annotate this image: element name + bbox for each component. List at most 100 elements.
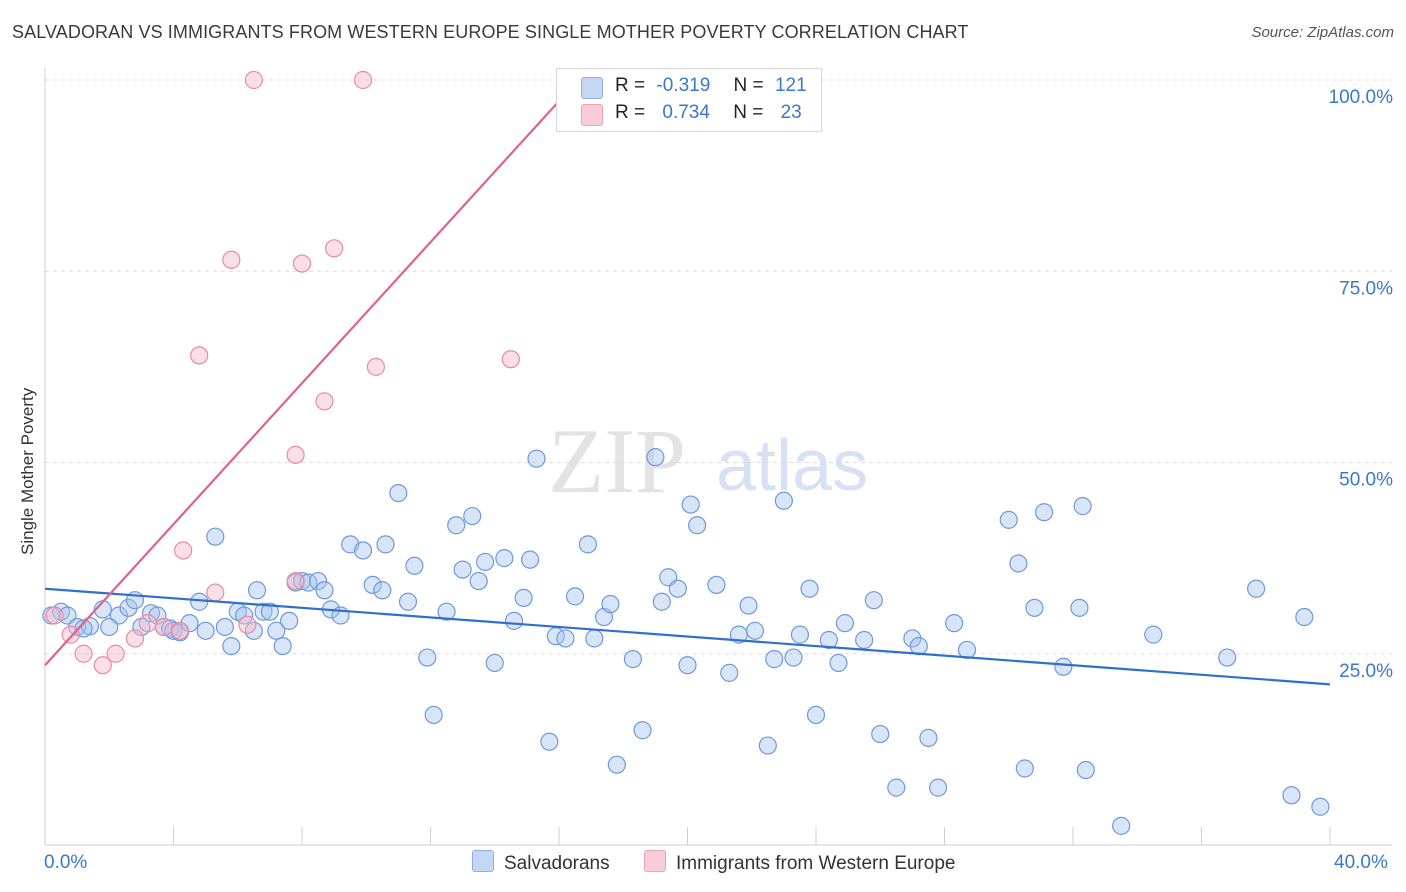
data-point-salvadorans <box>164 621 183 640</box>
watermark: ZIP atlas <box>548 410 868 512</box>
chart-title: SALVADORAN VS IMMIGRANTS FROM WESTERN EU… <box>12 22 969 42</box>
data-point-immigrants <box>222 250 241 269</box>
data-point-salvadorans <box>215 617 234 637</box>
data-point-immigrants <box>61 625 80 644</box>
data-point-salvadorans <box>1054 657 1073 676</box>
data-point-salvadorans <box>424 705 443 725</box>
data-point-immigrants <box>315 392 334 411</box>
r-label: R = <box>615 75 646 96</box>
data-point-salvadorans <box>1015 759 1034 778</box>
data-point-salvadorans <box>363 575 382 595</box>
data-point-salvadorans <box>469 571 488 591</box>
legend-label-immigrants: Immigrants from Western Europe <box>676 853 956 874</box>
data-point-immigrants <box>286 571 305 591</box>
data-point-salvadorans <box>790 625 810 644</box>
data-point-immigrants <box>45 606 64 625</box>
data-point-salvadorans <box>806 705 826 725</box>
y-tick-label: 75.0% <box>1339 278 1393 299</box>
legend-item-immigrants: Immigrants from Western Europe <box>644 850 955 875</box>
legend-swatch-blue <box>581 77 603 99</box>
data-point-immigrants <box>74 644 93 663</box>
data-point-salvadorans <box>437 602 456 621</box>
data-point-salvadorans <box>681 495 700 514</box>
data-point-salvadorans <box>855 630 874 650</box>
data-point-salvadorans <box>871 724 890 744</box>
data-point-salvadorans <box>739 596 758 615</box>
data-point-salvadorans <box>556 629 575 648</box>
data-point-salvadorans <box>453 560 472 579</box>
data-point-salvadorans <box>945 614 964 633</box>
x-tick-label-min: 0.0% <box>44 852 88 873</box>
data-point-salvadorans <box>148 606 167 625</box>
trend-line-immigrants <box>44 79 580 666</box>
data-point-salvadorans <box>887 778 906 797</box>
data-point-salvadorans <box>720 663 739 682</box>
legend-swatch-immigrants <box>644 850 666 872</box>
data-point-immigrants <box>286 445 305 464</box>
legend-swatch-pink <box>581 104 603 126</box>
data-point-salvadorans <box>514 588 533 608</box>
series-immigrants-points <box>45 70 520 675</box>
data-point-salvadorans <box>1247 579 1266 598</box>
data-point-salvadorans <box>623 650 642 669</box>
data-point-salvadorans <box>678 656 697 675</box>
data-point-salvadorans <box>267 621 286 640</box>
data-point-salvadorans <box>1025 598 1044 617</box>
data-point-salvadorans <box>254 602 273 621</box>
grid-lines <box>45 79 1392 655</box>
data-point-salvadorans <box>652 592 671 611</box>
trend-line-salvadorans <box>44 587 1331 686</box>
data-point-immigrants <box>353 70 373 90</box>
data-point-salvadorans <box>1112 816 1131 835</box>
data-point-salvadorans <box>540 732 559 751</box>
data-point-salvadorans <box>260 602 279 621</box>
data-point-salvadorans <box>180 614 199 633</box>
data-point-salvadorans <box>774 491 793 510</box>
data-point-salvadorans <box>1073 497 1092 516</box>
data-point-salvadorans <box>1282 786 1301 805</box>
r-label: R = <box>615 102 646 123</box>
data-point-immigrants <box>93 656 112 675</box>
data-point-salvadorans <box>688 516 707 535</box>
data-point-salvadorans <box>668 579 687 598</box>
data-point-immigrants <box>244 70 263 90</box>
data-point-salvadorans <box>520 550 540 569</box>
data-point-salvadorans <box>280 611 299 630</box>
n-value: 121 <box>774 75 807 96</box>
source-label: Source: ZipAtlas.com <box>1251 24 1394 41</box>
y-tick-label: 100.0% <box>1329 87 1394 108</box>
data-point-salvadorans <box>864 591 883 610</box>
series-legend: Salvadorans Immigrants from Western Euro… <box>0 850 1406 880</box>
y-tick-label: 25.0% <box>1339 661 1393 682</box>
data-point-immigrants <box>238 615 257 634</box>
data-point-immigrants <box>501 350 520 369</box>
data-point-immigrants <box>125 629 145 648</box>
data-point-salvadorans <box>373 581 392 600</box>
n-label: N = <box>733 75 764 96</box>
series-salvadorans-points <box>42 448 1330 835</box>
data-point-immigrants <box>154 617 173 637</box>
data-point-salvadorans <box>222 636 241 656</box>
axes <box>44 68 1392 846</box>
data-point-salvadorans <box>758 736 777 755</box>
data-point-salvadorans <box>601 594 620 614</box>
data-point-salvadorans <box>784 648 803 667</box>
trend-lines <box>44 79 1331 686</box>
legend-item-salvadorans: Salvadorans <box>472 850 610 875</box>
data-point-salvadorans <box>405 556 424 575</box>
data-point-salvadorans <box>1218 648 1237 667</box>
data-point-salvadorans <box>292 571 312 591</box>
watermark-atlas: atlas <box>716 426 868 506</box>
data-point-salvadorans <box>1144 625 1163 644</box>
y-tick-labels: 25.0% 50.0% 75.0% 100.0% <box>1329 87 1394 682</box>
watermark-zip: ZIP <box>548 410 686 512</box>
data-point-salvadorans <box>633 721 652 740</box>
data-point-salvadorans <box>273 636 292 656</box>
data-point-salvadorans <box>1076 760 1095 780</box>
data-point-salvadorans <box>1070 598 1089 617</box>
n-value: 23 <box>780 102 802 123</box>
legend-swatch-salvadorans <box>472 850 494 872</box>
data-point-salvadorans <box>835 614 855 633</box>
data-point-immigrants <box>190 346 209 365</box>
